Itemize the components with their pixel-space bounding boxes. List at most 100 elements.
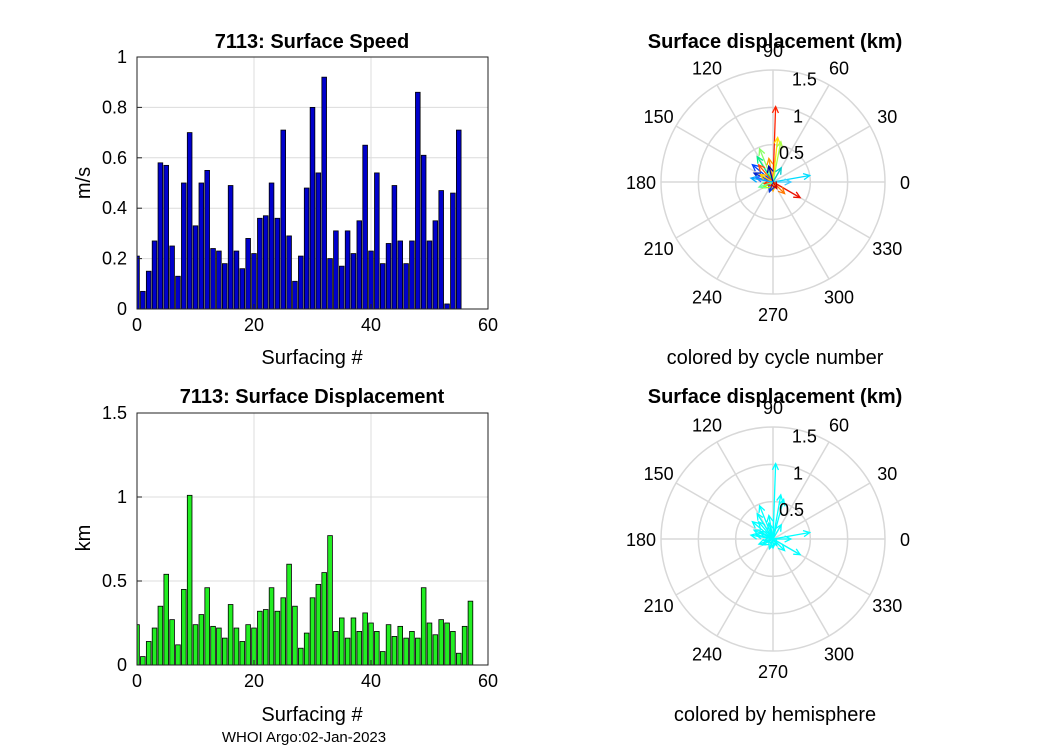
- bar: [210, 625, 216, 666]
- angular-gridline: [716, 441, 774, 540]
- bar: [450, 631, 456, 666]
- x-tick-label: 20: [244, 671, 264, 691]
- angle-tick-label: 150: [644, 107, 674, 127]
- chart-title: Surface displacement (km): [648, 386, 903, 408]
- arrow-head: [770, 181, 778, 190]
- bar: [456, 652, 462, 666]
- bar: [198, 614, 205, 666]
- bar: [227, 604, 234, 666]
- bar: [362, 144, 368, 310]
- arrow-shaft: [772, 463, 777, 540]
- arrow-shaft: [758, 164, 774, 183]
- arrow-head: [793, 548, 802, 556]
- bar: [210, 248, 216, 310]
- bar: [327, 258, 333, 310]
- y-tick-label: 0: [117, 655, 127, 675]
- bar: [438, 190, 444, 310]
- y-tick-label: 0.8: [102, 97, 127, 117]
- arrow-head: [758, 530, 768, 538]
- arrow-head: [802, 529, 812, 538]
- arrow-head: [766, 164, 774, 174]
- arrow-shaft: [772, 531, 810, 540]
- y-tick-label: 0: [117, 299, 127, 319]
- y-axis-label: m/s: [73, 167, 95, 199]
- polar-caption: colored by cycle number: [667, 347, 884, 369]
- bar: [374, 172, 380, 310]
- arrow-head: [776, 493, 784, 502]
- displacement-arrow: [758, 147, 774, 183]
- displacement-arrow: [758, 504, 774, 540]
- displacement-arrow: [770, 181, 778, 190]
- radial-tick-label: 0.5: [779, 500, 804, 520]
- arrow-shaft: [768, 538, 774, 550]
- bar: [379, 651, 386, 666]
- arrow-head: [771, 105, 780, 114]
- bar: [298, 647, 304, 666]
- chart-title: Surface displacement (km): [648, 31, 903, 53]
- bar: [426, 622, 433, 666]
- bar: [385, 243, 392, 310]
- arrow-shaft: [772, 499, 785, 540]
- displacement-arrow: [772, 181, 786, 195]
- arrow-head: [776, 140, 784, 149]
- bar: [309, 597, 316, 666]
- arrow-head: [793, 191, 802, 199]
- angle-tick-label: 180: [626, 173, 656, 193]
- x-tick-label: 0: [132, 671, 142, 691]
- bar: [169, 245, 175, 310]
- bar: [186, 494, 193, 666]
- angle-tick-label: 240: [692, 287, 722, 307]
- bar: [356, 631, 363, 666]
- arrow-shaft: [772, 106, 777, 183]
- bar: [385, 624, 392, 666]
- bar: [140, 290, 146, 310]
- angle-tick-label: 120: [692, 59, 722, 79]
- arrow-shaft: [758, 521, 774, 540]
- bar: [420, 154, 427, 310]
- arrow-head: [778, 497, 786, 507]
- bar: [274, 217, 281, 310]
- bar: [257, 217, 263, 310]
- arrow-head: [749, 175, 758, 183]
- bar: [257, 610, 263, 666]
- angular-gridline: [772, 441, 830, 540]
- bar: [461, 625, 468, 666]
- bar: [344, 230, 351, 310]
- bar: [456, 129, 462, 310]
- arrow-head: [784, 535, 793, 543]
- bar: [169, 619, 175, 666]
- displacement-arrow: [772, 538, 786, 552]
- arrow-shaft: [772, 167, 782, 183]
- angular-gridline: [675, 181, 774, 239]
- y-tick-label: 1: [117, 47, 127, 67]
- bar: [339, 617, 345, 666]
- displacement-arrow: [757, 181, 774, 189]
- x-tick-label: 40: [361, 315, 381, 335]
- arrow-shaft: [768, 165, 774, 183]
- x-tick-label: 40: [361, 671, 381, 691]
- bar: [420, 587, 427, 666]
- bar: [251, 253, 257, 310]
- angular-gridline: [772, 482, 871, 540]
- arrow-head: [749, 532, 758, 540]
- bar: [397, 625, 403, 666]
- bar: [432, 634, 439, 666]
- bar: [403, 637, 409, 666]
- displacement-arrow: [749, 532, 774, 540]
- bar: [298, 255, 304, 310]
- bar: [391, 185, 398, 310]
- angle-tick-label: 30: [877, 464, 897, 484]
- angle-tick-label: 300: [824, 644, 854, 664]
- displacement-arrow: [756, 512, 774, 540]
- angle-tick-label: 90: [763, 41, 783, 61]
- angular-gridline: [772, 84, 830, 183]
- angle-tick-label: 240: [692, 644, 722, 664]
- bar: [222, 637, 228, 666]
- bar: [303, 187, 310, 310]
- arrow-shaft: [750, 177, 774, 183]
- angle-tick-label: 330: [872, 239, 902, 259]
- x-tick-label: 20: [244, 315, 264, 335]
- bar: [432, 220, 439, 310]
- radial-tick-label: 1.5: [792, 427, 817, 447]
- displacement-arrow: [766, 521, 774, 540]
